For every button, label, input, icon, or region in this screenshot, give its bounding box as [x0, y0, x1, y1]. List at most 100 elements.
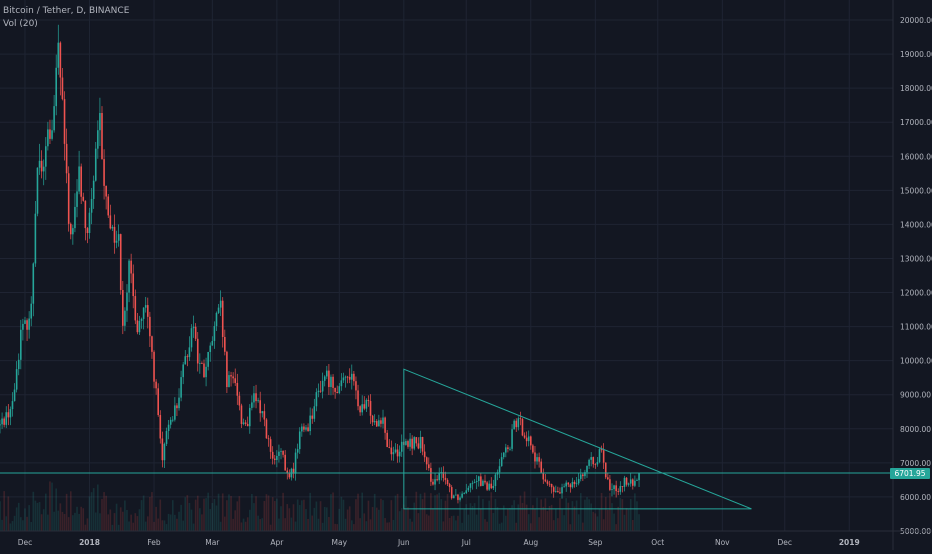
- candle-body: [511, 429, 513, 449]
- candle-body: [411, 438, 413, 449]
- candle-body: [513, 420, 515, 430]
- candle-body: [505, 447, 507, 453]
- volume-bar: [61, 511, 64, 531]
- volume-bar: [211, 503, 214, 531]
- volume-bar: [575, 500, 578, 531]
- candle-body: [86, 228, 89, 234]
- candle-body: [192, 326, 195, 329]
- symbol-title[interactable]: Bitcoin / Tether, D, BINANCE: [3, 6, 130, 16]
- candle-body: [344, 376, 347, 378]
- volume-bar: [67, 517, 70, 531]
- candle-body: [215, 312, 218, 327]
- y-tick-label: 15000.00: [900, 186, 932, 195]
- volume-bar: [505, 515, 507, 531]
- candle-body: [627, 483, 630, 485]
- candle-body: [386, 432, 388, 448]
- time-axis[interactable]: Dec 2018 Feb Mar Apr May Jun Jul Aug Sep Oct Nov Dec…: [0, 530, 932, 547]
- volume-bar: [51, 482, 53, 531]
- volume-bar: [292, 504, 295, 531]
- triangle-pattern-drawing[interactable]: [403, 368, 752, 510]
- candle-body: [57, 42, 60, 68]
- volume-bar: [248, 509, 251, 531]
- candle-body: [28, 318, 30, 330]
- volume-bar: [586, 497, 588, 531]
- candle-body: [182, 364, 184, 378]
- candle-body: [357, 390, 359, 407]
- volume-bar: [523, 491, 526, 531]
- drawings[interactable]: [0, 368, 893, 510]
- candle-body: [103, 159, 105, 186]
- volume-bar: [548, 505, 551, 531]
- candle-body: [17, 359, 20, 370]
- volume-bar: [203, 498, 205, 531]
- candle-body: [205, 366, 207, 378]
- candle-body: [159, 415, 162, 439]
- candle-body: [90, 198, 93, 213]
- candle-body: [530, 436, 532, 446]
- volume-bar: [409, 518, 411, 531]
- volume-indicator-label[interactable]: Vol (20): [3, 19, 38, 29]
- volume-bar: [132, 522, 135, 531]
- x-tick-label: Feb: [147, 538, 161, 547]
- candle-body: [459, 497, 461, 500]
- volume-bar: [238, 496, 241, 531]
- volume-bar: [294, 521, 297, 531]
- x-tick-label: May: [332, 538, 348, 547]
- candle-body: [455, 494, 457, 496]
- candle-body: [130, 260, 132, 274]
- volume-bar: [57, 510, 60, 531]
- volume-bar: [155, 506, 157, 531]
- volume-bar: [55, 488, 58, 531]
- volume-bar: [538, 517, 540, 531]
- volume-bar: [20, 517, 22, 531]
- volume-bar: [313, 507, 316, 531]
- volume-bar: [134, 513, 137, 531]
- candle-body: [273, 458, 276, 460]
- candle-body: [632, 479, 634, 486]
- candle-body: [536, 457, 538, 462]
- candle-body: [500, 457, 503, 467]
- candle-body: [47, 129, 49, 147]
- candle-body: [340, 380, 343, 387]
- candle-body: [294, 452, 297, 474]
- candle-body: [430, 468, 432, 482]
- candlestick-series: [0, 24, 640, 504]
- candle-body: [251, 402, 253, 408]
- volume-bar: [130, 514, 132, 531]
- candle-body: [65, 143, 68, 174]
- candle-body: [174, 405, 176, 420]
- candle-body: [394, 449, 397, 453]
- candle-body: [452, 495, 455, 499]
- volume-bar: [340, 496, 343, 531]
- volume-bar: [303, 499, 305, 531]
- volume-bar: [392, 519, 395, 531]
- candle-body: [432, 481, 434, 485]
- volume-bar: [565, 498, 567, 531]
- volume-bar: [602, 519, 605, 531]
- volume-bar: [219, 521, 222, 531]
- volume-bar: [590, 503, 592, 531]
- candle-body: [598, 449, 601, 463]
- candle-body: [442, 472, 445, 478]
- volume-bar: [511, 505, 513, 531]
- grid: [0, 0, 893, 531]
- volume-bar: [28, 505, 30, 531]
- candle-body: [348, 376, 351, 380]
- candle-body: [151, 336, 153, 352]
- candle-body: [92, 180, 95, 199]
- candle-body: [244, 422, 247, 424]
- volume-bar: [627, 509, 630, 531]
- volume-bar: [36, 502, 39, 531]
- candle-body: [515, 420, 518, 428]
- candle-body: [230, 375, 232, 377]
- candle-body: [44, 146, 47, 167]
- candle-body: [565, 482, 567, 487]
- candle-body: [465, 490, 468, 494]
- volume-bar: [465, 504, 468, 531]
- candle-body: [521, 418, 524, 436]
- candle-body: [186, 356, 189, 358]
- volume-bar: [24, 508, 26, 531]
- candle-body: [105, 185, 107, 197]
